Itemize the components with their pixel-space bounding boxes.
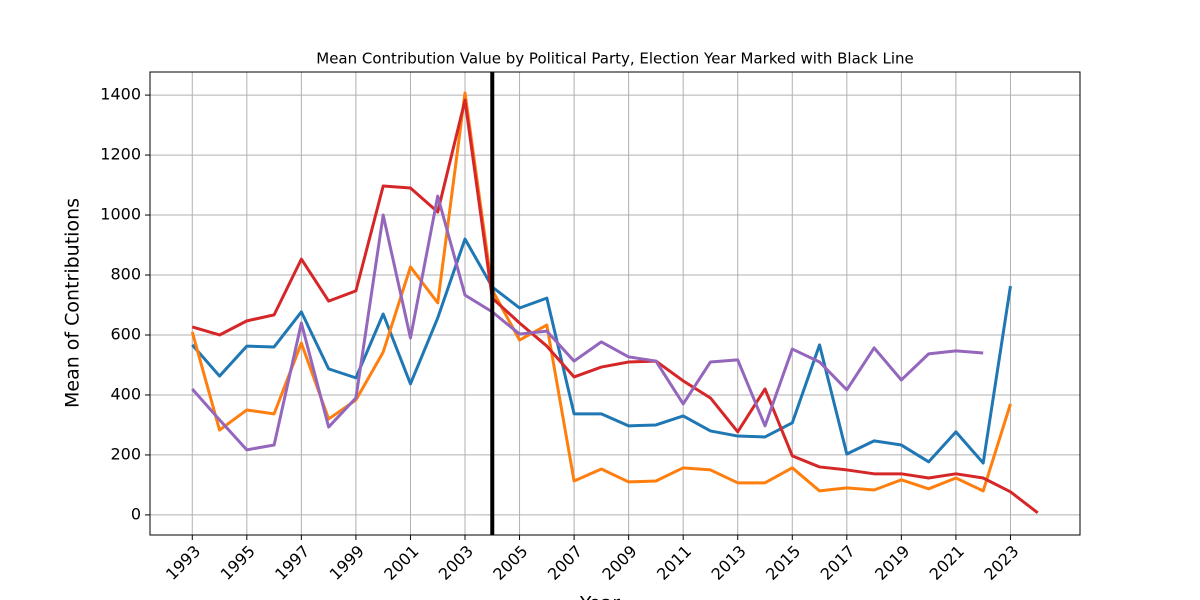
data-line <box>190 91 1012 493</box>
y-axis-label: Mean of Contributions <box>62 198 84 408</box>
chart-title: Mean Contribution Value by Political Par… <box>316 50 913 68</box>
data-line <box>191 98 1039 514</box>
y-tick-label: 200 <box>110 444 141 463</box>
x-tick-label: 2011 <box>653 542 695 584</box>
x-tick-label: 2023 <box>980 542 1022 584</box>
x-tick-label: 1993 <box>162 542 204 584</box>
x-tick-label: 2003 <box>435 542 477 584</box>
x-tick-label: 2013 <box>708 542 750 584</box>
x-tick-label: 2005 <box>489 542 531 584</box>
x-tick-label: 2009 <box>598 542 640 584</box>
x-tick-label: 2007 <box>544 542 586 584</box>
plot-frame <box>149 71 1081 536</box>
y-tick-label: 1400 <box>100 85 141 104</box>
x-tick-label: 2001 <box>380 542 422 584</box>
x-tick-label: 1999 <box>326 542 368 584</box>
x-tick-label: 2015 <box>762 542 804 584</box>
x-tick-label: 2021 <box>926 542 968 584</box>
y-tick-label: 1000 <box>100 205 141 224</box>
y-tick-label: 0 <box>131 504 141 523</box>
x-tick-label: 1997 <box>271 542 313 584</box>
y-tick-label: 800 <box>110 265 141 284</box>
data-line <box>191 194 984 452</box>
data-line <box>191 237 1012 465</box>
x-tick-label: 2019 <box>871 542 913 584</box>
y-tick-label: 400 <box>110 384 141 403</box>
x-tick-label: 1995 <box>217 542 259 584</box>
y-tick-label: 600 <box>110 324 141 343</box>
y-tick-label: 1200 <box>100 145 141 164</box>
x-tick-label: 2017 <box>817 542 859 584</box>
x-axis-label: Year <box>579 593 620 600</box>
